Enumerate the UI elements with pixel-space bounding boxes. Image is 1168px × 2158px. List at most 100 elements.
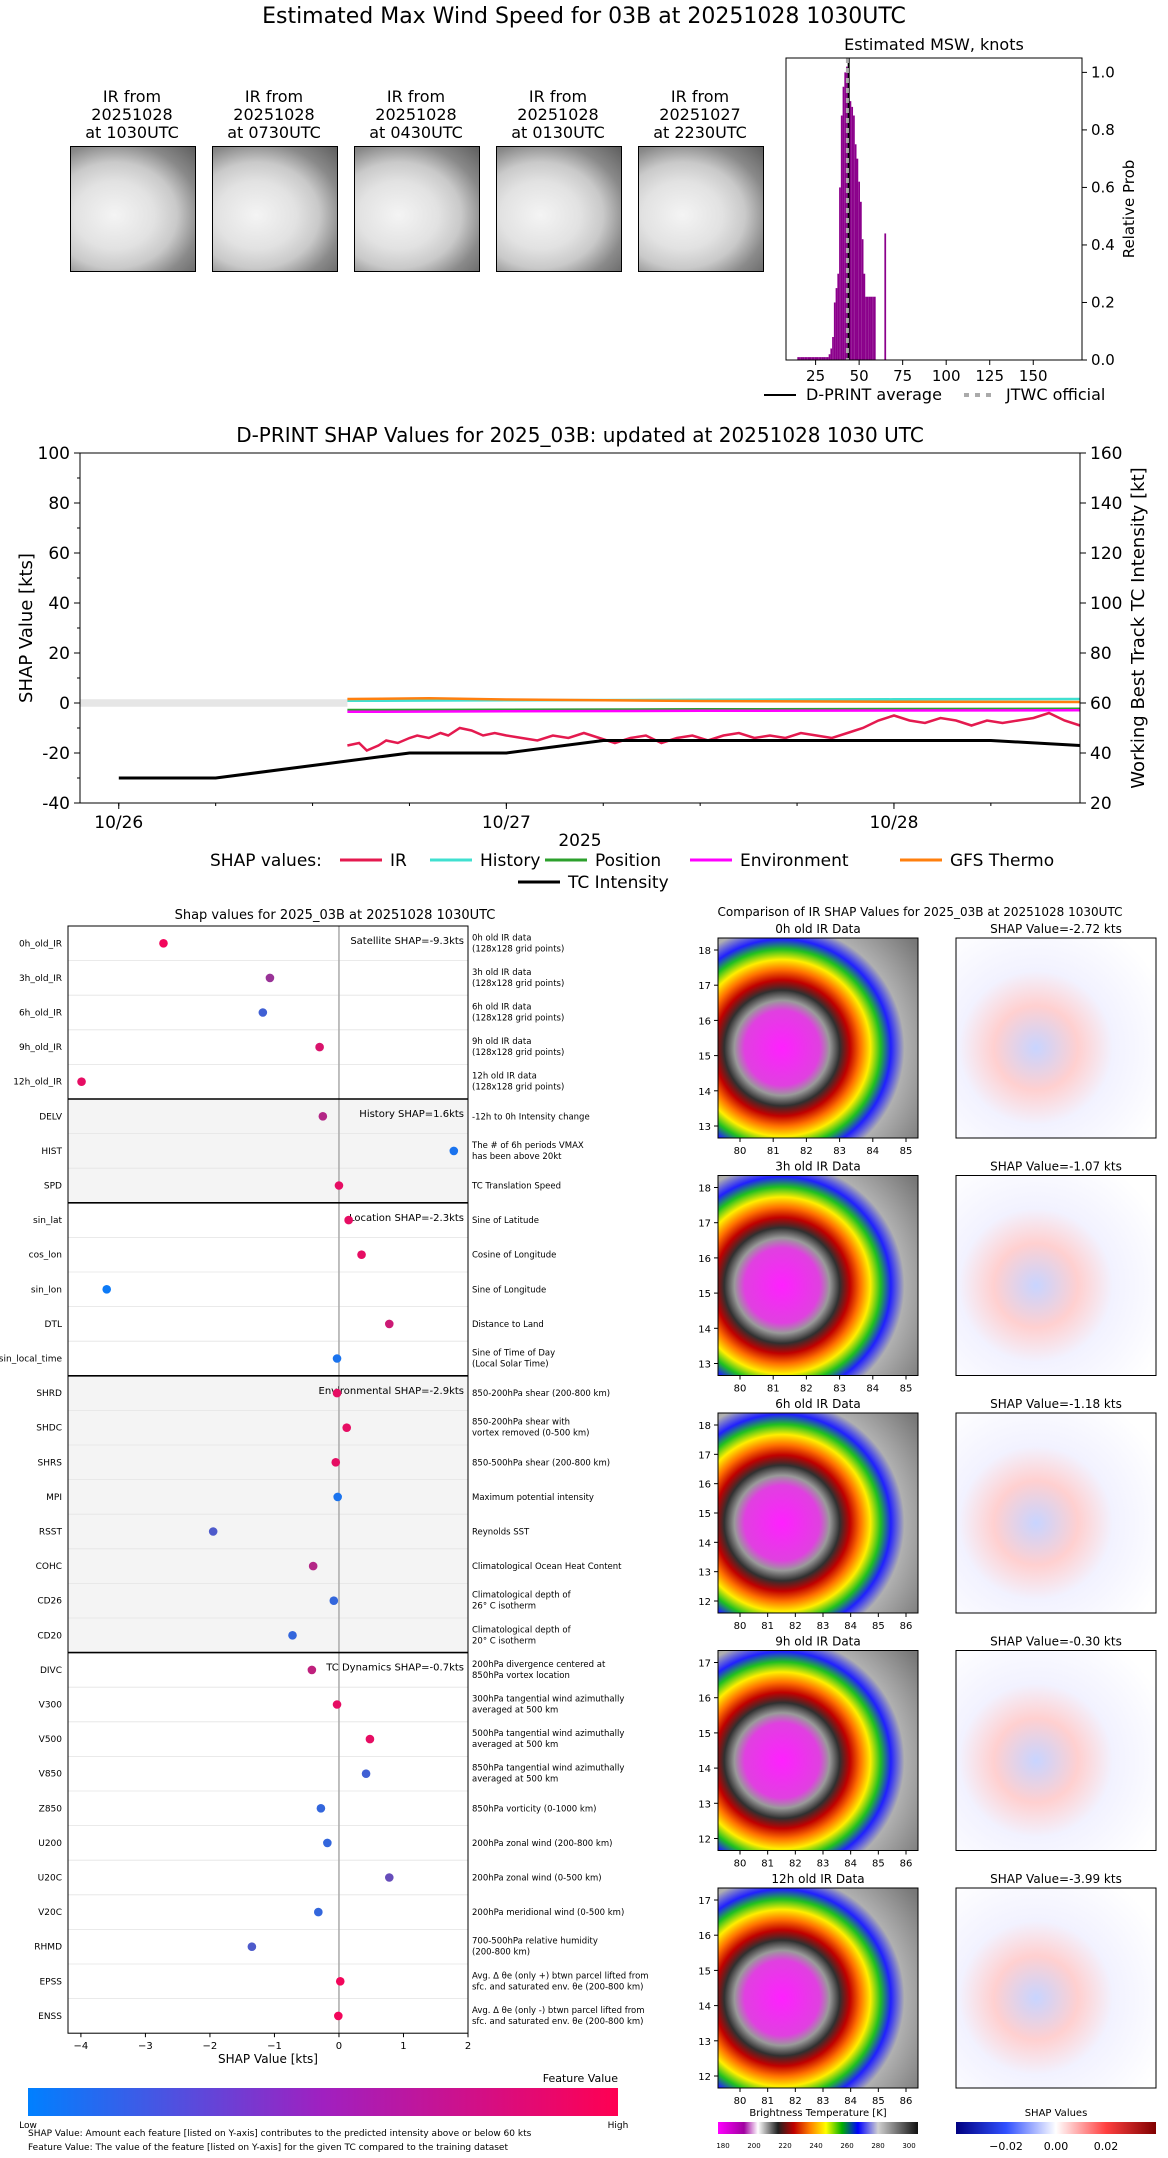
lat-tick-label: 13 xyxy=(698,2037,711,2048)
feature-row-label: EPSS xyxy=(39,1977,62,1987)
lon-tick-label: 80 xyxy=(734,2096,747,2107)
ir-thumbnail-label-line: IR from xyxy=(244,87,304,106)
msw-y-tick-label: 0.0 xyxy=(1091,351,1115,369)
msw-x-tick-label: 150 xyxy=(1019,367,1048,385)
feature-row-label: 3h_old_IR xyxy=(19,974,62,984)
msw-bar xyxy=(830,348,833,360)
feature-shap-dot xyxy=(314,1907,323,1917)
feature-shap-dot xyxy=(384,1873,394,1882)
timeseries-right-tick-label: 40 xyxy=(1090,744,1112,764)
msw-bar xyxy=(832,336,834,360)
feature-description: vortex removed (0-500 km) xyxy=(472,1429,589,1439)
shap-image xyxy=(955,1175,1157,1376)
legend-title: SHAP values: xyxy=(210,851,322,871)
ir-data-image xyxy=(717,937,919,1139)
feature-description: 20° C isotherm xyxy=(472,1636,536,1646)
group-label: History SHAP=1.6kts xyxy=(359,1109,464,1120)
feature-description: Climatological Ocean Heat Content xyxy=(472,1562,622,1572)
feature-shap-dot xyxy=(449,1146,459,1156)
feature-x-tick-label: −4 xyxy=(74,2041,89,2052)
msw-bar xyxy=(809,357,812,360)
msw-bar xyxy=(807,357,810,360)
msw-bar xyxy=(846,66,848,360)
msw-bar xyxy=(821,357,824,360)
legend-label: IR xyxy=(390,851,407,871)
feature-description: 300hPa tangential wind azimuthally xyxy=(472,1695,624,1705)
msw-title: Estimated MSW, knots xyxy=(844,35,1024,54)
feature-description: Sine of Time of Day xyxy=(472,1349,555,1359)
msw-bar xyxy=(851,106,854,361)
ir-data-panel-title: 3h old IR Data xyxy=(775,1160,861,1174)
feature-shap-dot xyxy=(342,1423,352,1432)
ir-data-image xyxy=(717,1175,919,1376)
feature-row-label: RSST xyxy=(39,1528,63,1538)
feature-description: Reynolds SST xyxy=(472,1528,530,1538)
lat-tick-label: 15 xyxy=(698,1966,711,1977)
feature-shap-dot xyxy=(334,2011,343,2021)
feature-colorbar xyxy=(28,2088,618,2116)
msw-bar xyxy=(866,296,869,360)
feature-shap-dot xyxy=(102,1285,112,1294)
lat-tick-label: 17 xyxy=(698,981,711,992)
lon-tick-label: 85 xyxy=(872,1859,885,1870)
feature-row-label: DELV xyxy=(39,1112,63,1122)
feature-row-label: 12h_old_IR xyxy=(13,1078,62,1088)
timeseries-y-axis-label: SHAP Value [kts] xyxy=(16,553,37,703)
ir-thumbnail-label-line: at 2230UTC xyxy=(653,123,747,142)
ir-thumbnail-label-line: IR from xyxy=(102,87,162,106)
feature-shap-dot xyxy=(361,1769,371,1778)
feature-shap-dot xyxy=(332,1354,342,1363)
feature-description: (128x128 grid points) xyxy=(472,944,564,954)
msw-bar xyxy=(854,144,857,360)
timeseries-right-axis-label: Working Best Track TC Intensity [kt] xyxy=(1128,467,1149,788)
msw-bar xyxy=(853,115,855,361)
ir-thumbnail-image xyxy=(70,146,196,272)
ir-thumbnail-label-line: IR from xyxy=(670,87,730,106)
lat-tick-label: 17 xyxy=(698,1659,711,1670)
feature-row-label: sin_local_time xyxy=(0,1355,62,1365)
lat-tick-label: 18 xyxy=(698,1421,711,1432)
bt-colorbar-label: Brightness Temperature [K] xyxy=(749,2108,886,2119)
series-line-gfs-thermo xyxy=(347,697,1081,704)
feature-shap-dot xyxy=(308,1561,318,1571)
feature-shap-dot xyxy=(333,1492,342,1502)
msw-bar xyxy=(840,115,843,361)
msw-y-axis-label: Relative Prob xyxy=(1120,160,1138,259)
timeseries-x-tick-label: 10/26 xyxy=(94,813,143,833)
lat-tick-label: 13 xyxy=(698,1360,711,1371)
feature-description: 26° C isotherm xyxy=(472,1602,536,1612)
legend-label: Environment xyxy=(740,851,849,871)
series-line-position xyxy=(347,707,1081,712)
feature-description: 200hPa zonal wind (0-500 km) xyxy=(472,1874,602,1884)
ir-thumbnail-label-line: 20251028 xyxy=(375,105,457,124)
ir-thumbnail-1: IR from 20251028 at 0730UTC xyxy=(206,88,342,142)
feature-shap-dot xyxy=(315,1042,324,1052)
feature-shap-dot xyxy=(77,1077,86,1086)
feature-row-label: sin_lat xyxy=(33,1216,62,1226)
footnote-shap: SHAP Value: Amount each feature [listed … xyxy=(28,2129,532,2139)
timeseries-y-tick-label: -20 xyxy=(42,744,70,764)
feature-description: 850hPa tangential wind azimuthally xyxy=(472,1764,624,1774)
msw-bar xyxy=(844,72,847,360)
lon-tick-label: 83 xyxy=(817,2096,830,2107)
msw-bar xyxy=(797,357,800,360)
feature-row-label: V500 xyxy=(39,1735,63,1745)
lon-tick-label: 84 xyxy=(866,1384,879,1395)
msw-bar xyxy=(884,233,887,360)
lat-tick-label: 14 xyxy=(698,1087,711,1098)
feature-description: Avg. Δ θe (only +) btwn parcel lifted fr… xyxy=(472,1971,649,1981)
feature-description: Avg. Δ θe (only -) btwn parcel lifted fr… xyxy=(472,2006,645,2016)
feature-description: averaged at 500 km xyxy=(472,1706,558,1716)
ir-data-image xyxy=(717,1412,919,1614)
shap-colorbar-tick-label: 0.00 xyxy=(1044,2140,1069,2153)
comparison-title: Comparison of IR SHAP Values for 2025_03… xyxy=(718,905,1123,919)
feature-row-label: DIVC xyxy=(40,1666,62,1676)
lon-tick-label: 82 xyxy=(800,1146,813,1157)
ir-thumbnail-2: IR from 20251028 at 0430UTC xyxy=(348,88,484,142)
shap-panel-title: SHAP Value=-1.07 kts xyxy=(990,1160,1122,1174)
ir-data-panel-title: 12h old IR Data xyxy=(771,1872,864,1886)
lon-tick-label: 81 xyxy=(761,1621,774,1632)
shap-colorbar-tick-label: 0.02 xyxy=(1094,2140,1119,2153)
msw-bar xyxy=(812,357,815,360)
lat-tick-label: 15 xyxy=(698,1289,711,1300)
